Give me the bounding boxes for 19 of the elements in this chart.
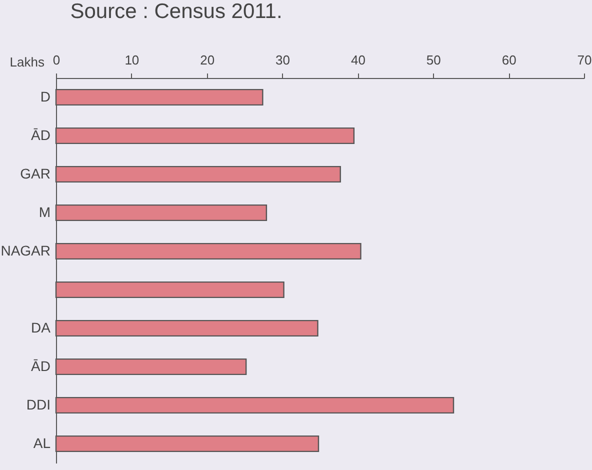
y-tick-label: ĀD [31,358,50,374]
y-tick-label: DA [31,319,52,336]
x-tick-label: 50 [426,52,441,68]
y-tick-label: AL [33,434,51,451]
source-note: Source : Census 2011. [70,0,282,23]
y-tick-label: DDI [26,396,50,412]
y-tick-label: M [38,204,50,220]
x-axis-title: Lakhs [10,54,45,70]
x-tick-label: 20 [200,52,215,68]
x-tick-label: 70 [577,52,592,68]
x-tick-label: 10 [124,52,140,68]
y-tick-label: NAGAR [0,242,50,258]
y-tick-label: ĀD [31,126,50,143]
y-tick-label: GAR [20,165,50,182]
x-tick-label: 40 [350,52,366,68]
x-tick-label: 30 [276,52,290,68]
x-tick-label: 60 [502,52,516,68]
x-tick-label: 0 [52,52,60,68]
y-tick-label: D [40,88,50,104]
